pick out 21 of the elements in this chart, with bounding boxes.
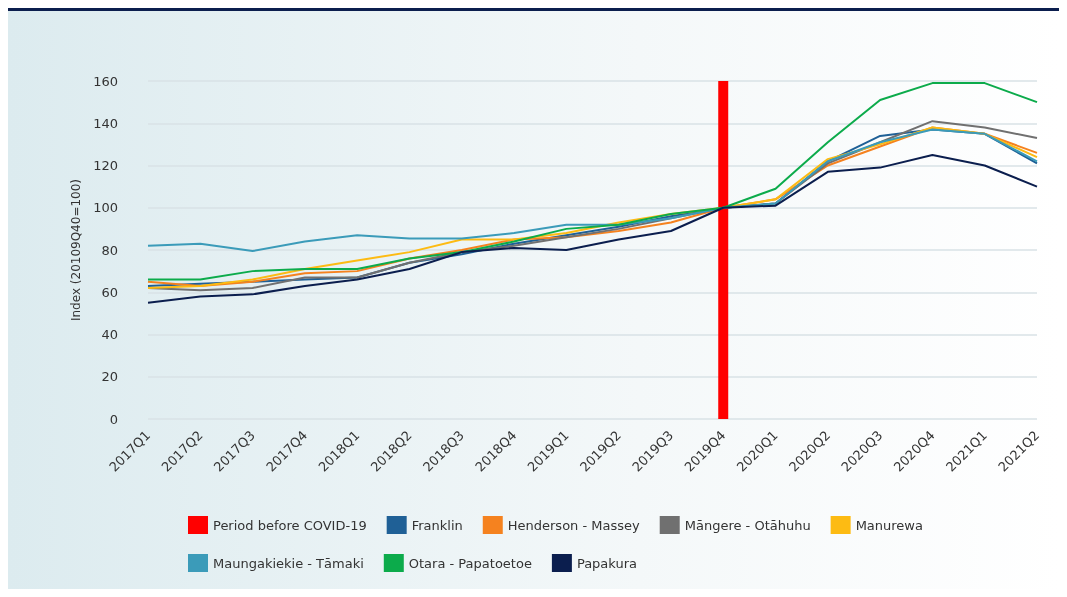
- legend-label: Manurewa: [855, 517, 923, 533]
- legend-label: Maungakiekie - Tāmaki: [213, 555, 364, 571]
- legend-label: Franklin: [411, 517, 463, 533]
- y-tick-label: 40: [101, 327, 118, 342]
- y-tick-label: 140: [93, 115, 118, 131]
- y-tick-label: 160: [93, 73, 118, 89]
- y-tick-label: 60: [101, 284, 118, 300]
- legend-label: Otara - Papatoetoe: [408, 555, 532, 571]
- y-tick-label: 80: [101, 242, 118, 258]
- legend-label: Henderson - Massey: [507, 517, 641, 533]
- y-tick-label: 20: [101, 369, 118, 385]
- line-series: [147, 128, 1038, 253]
- legend-label: Period before COVID-19: [213, 517, 367, 533]
- y-axis-title: Index (20109Q40=100): [69, 178, 84, 322]
- legend-label: Papakura: [576, 555, 638, 571]
- y-tick-label: 100: [93, 200, 118, 216]
- y-tick-label: 120: [93, 158, 118, 173]
- line-series: [147, 82, 1038, 281]
- legend-label: Māngere - Otāhuhu: [684, 517, 811, 533]
- y-tick-label: 0: [109, 411, 118, 427]
- line-series: [147, 153, 1038, 304]
